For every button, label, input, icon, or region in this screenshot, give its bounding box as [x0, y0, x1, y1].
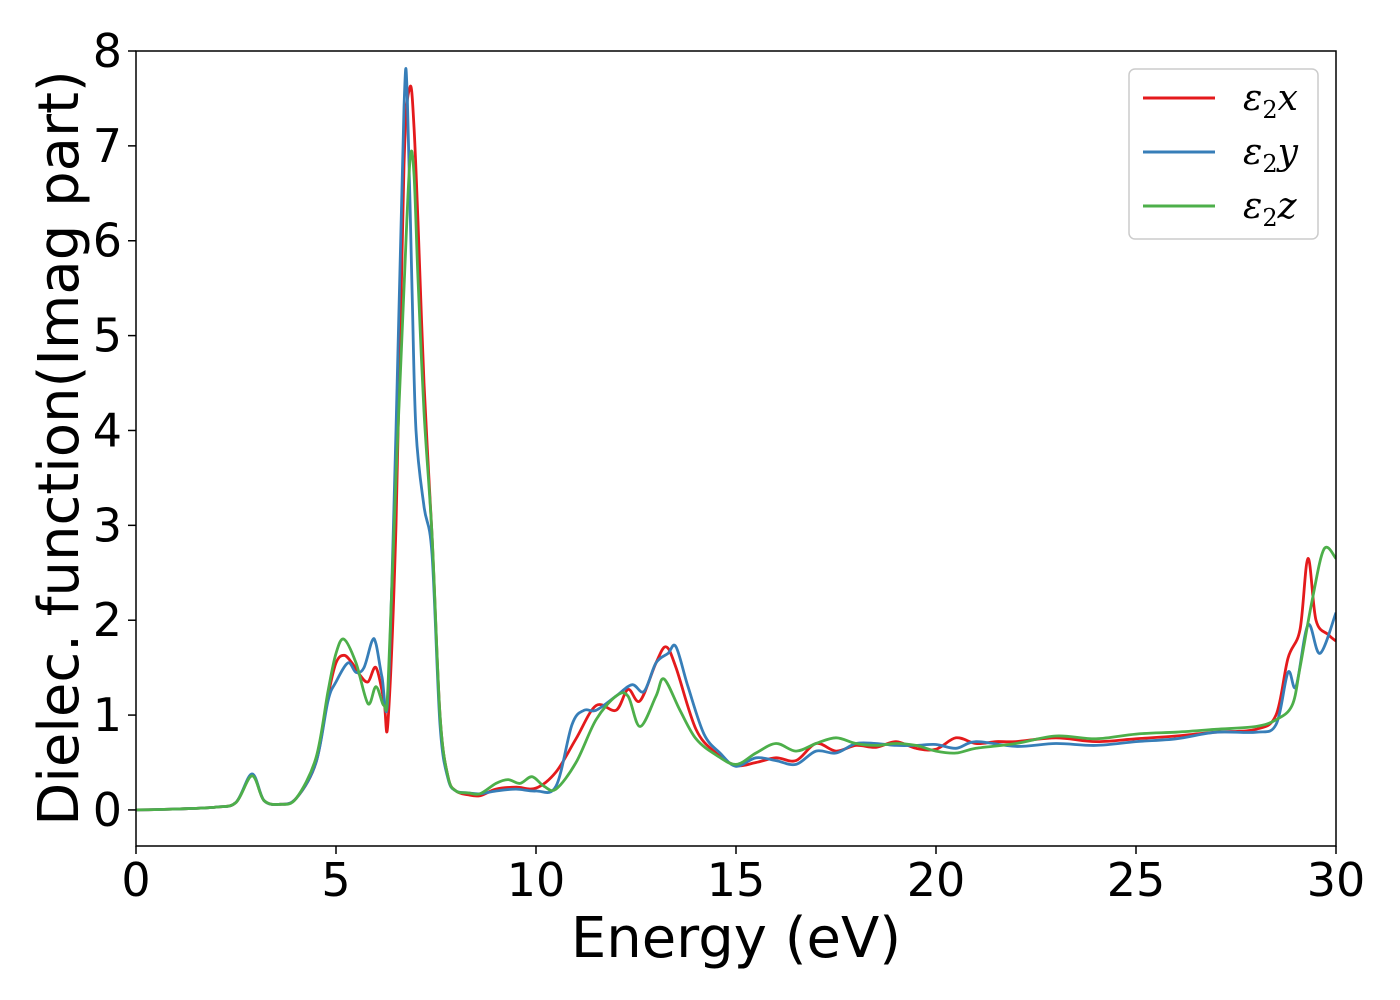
y-tick-label: 6: [93, 214, 122, 268]
legend-box: [1128, 68, 1319, 240]
y-axis: 0 1 2 3 4 5 6 7 8: [93, 24, 136, 837]
y-tick-label: 2: [93, 593, 122, 647]
series-line-z: [136, 149, 1336, 812]
x-tick-label: 20: [907, 853, 966, 907]
x-axis: 0 5 10 15 20 25 30: [121, 846, 1365, 907]
legend-label-x: ε2x: [1243, 78, 1298, 124]
series-line-y: [136, 67, 1336, 812]
y-tick-label: 7: [93, 119, 122, 173]
legend-items: ε2x ε2y ε2z: [1143, 78, 1299, 232]
x-tick-label: 0: [121, 853, 150, 907]
y-tick-label: 0: [93, 783, 122, 837]
y-tick-label: 3: [93, 498, 122, 552]
y-tick-label: 5: [93, 309, 122, 363]
legend-label-y: ε2y: [1243, 132, 1299, 178]
x-tick-label: 25: [1107, 853, 1166, 907]
legend: ε2x ε2y ε2z: [1128, 68, 1319, 240]
x-axis-title: Energy (eV): [571, 906, 901, 971]
x-tick-label: 10: [507, 853, 566, 907]
x-tick-label: 5: [321, 853, 350, 907]
x-tick-label: 30: [1307, 853, 1366, 907]
legend-label-z: ε2z: [1243, 186, 1298, 232]
x-tick-label: 15: [707, 853, 766, 907]
y-tick-label: 1: [93, 688, 122, 742]
series-layer: [136, 67, 1336, 812]
y-tick-label: 8: [93, 24, 122, 78]
y-tick-label: 4: [93, 403, 122, 457]
y-axis-title: Dielec. function(Imag part): [27, 70, 92, 826]
